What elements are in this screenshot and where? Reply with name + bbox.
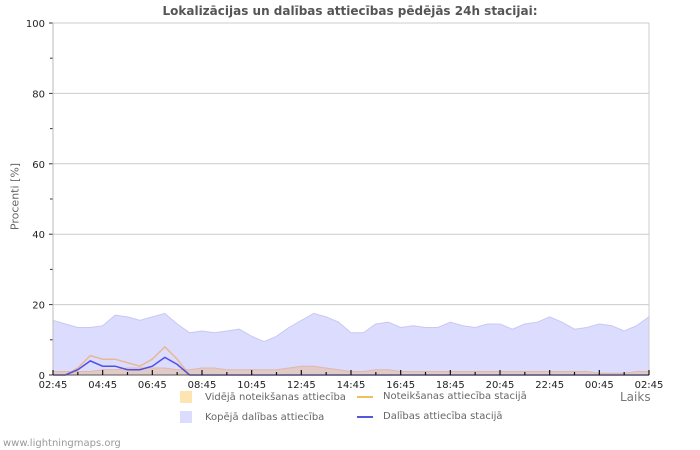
x-tick-label: 00:45 [585, 380, 614, 391]
x-tick-label: 16:45 [386, 380, 415, 391]
chart-title: Lokalizācijas un dalības attiecības pēdē… [162, 4, 538, 18]
legend-item-station-participation: Dalības attiecība stacijā [357, 411, 503, 422]
legend-line-icon [357, 395, 373, 398]
legend-label: Kopējā dalības attiecība [205, 411, 325, 423]
legend-swatch-icon [180, 411, 192, 423]
y-tick-label: 0 [39, 371, 45, 382]
legend-label: Vidējā noteikšanas attiecība [205, 391, 346, 403]
legend-swatch-icon [180, 391, 192, 403]
x-tick-label: 06:45 [138, 380, 167, 391]
x-tick-label: 02:45 [39, 380, 68, 391]
y-tick-label: 100 [26, 19, 45, 30]
x-tick-label: 08:45 [188, 380, 217, 391]
x-tick-label: 04:45 [88, 380, 117, 391]
legend-label: Dalības attiecība stacijā [383, 411, 503, 422]
x-tick-label: 10:45 [237, 380, 266, 391]
legend-line-icon [357, 415, 373, 418]
x-tick-label: 20:45 [486, 380, 515, 391]
legend-item-avg-detection: Vidējā noteikšanas attiecība [180, 391, 346, 403]
x-tick-label: 22:45 [535, 380, 564, 391]
y-tick-label: 20 [32, 301, 45, 312]
y-tick-label: 40 [32, 230, 45, 241]
x-tick-label: 18:45 [436, 380, 465, 391]
y-tick-label: 60 [32, 160, 45, 171]
y-tick-label: 80 [32, 89, 45, 100]
x-tick-label: 12:45 [287, 380, 316, 391]
total-participation-area [52, 312, 650, 376]
legend-item-station-detection: Noteikšanas attiecība stacijā [357, 391, 527, 402]
x-tick-label: 02:45 [635, 380, 664, 391]
legend-label: Noteikšanas attiecība stacijā [383, 391, 527, 402]
legend-item-total-participation: Kopējā dalības attiecība [180, 411, 324, 423]
x-axis-label: Laiks [620, 390, 651, 404]
y-axis-label: Procenti [%] [8, 162, 22, 231]
footer-link[interactable]: www.lightningmaps.org [3, 438, 121, 449]
x-tick-label: 14:45 [337, 380, 366, 391]
